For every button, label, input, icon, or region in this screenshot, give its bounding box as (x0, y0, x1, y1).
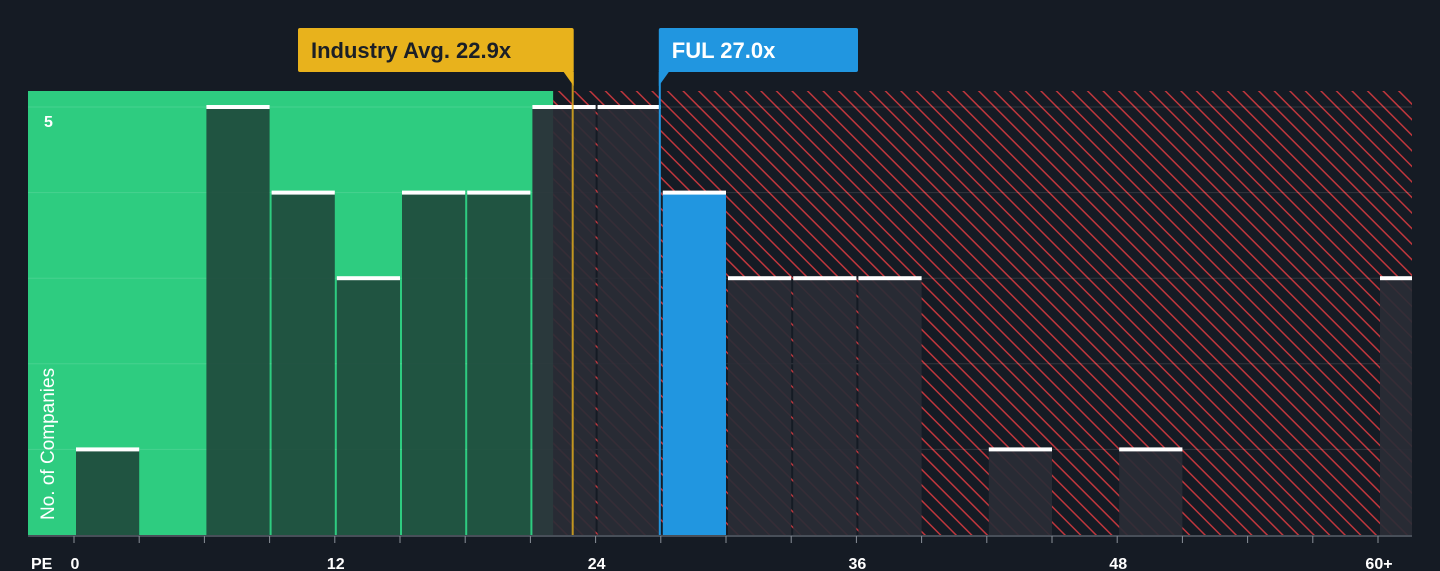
histogram-bar (793, 278, 857, 535)
bar-cap (793, 276, 857, 281)
histogram-bar (988, 449, 1052, 535)
x-axis-title: PE (31, 556, 53, 571)
histogram-bar (271, 192, 335, 535)
company-callout-pointer (658, 72, 669, 86)
x-tick-label: 12 (327, 556, 345, 571)
bar-cap (206, 105, 270, 109)
histogram-bar (1380, 278, 1412, 535)
x-tick-label: 0 (71, 556, 80, 571)
histogram-bar (597, 107, 661, 535)
industry-avg-callout-label: Industry Avg. 22.9x (311, 38, 512, 63)
y-tick-label: 5 (44, 114, 53, 131)
histogram-bar (728, 278, 792, 535)
y-axis-title: No. of Companies (38, 368, 59, 520)
bar-cap (988, 447, 1052, 452)
bar-cap (532, 105, 596, 109)
x-tick-label: 36 (849, 556, 867, 571)
industry-avg-callout-pointer (563, 72, 574, 86)
histogram-bar (402, 192, 466, 535)
x-tick-label: 48 (1109, 556, 1127, 571)
company-callout-box (658, 28, 858, 72)
highlight-bar-ful (662, 192, 726, 535)
histogram-bar (1119, 449, 1183, 535)
histogram-bar (467, 192, 531, 535)
bar-cap (467, 190, 531, 195)
company-callout-label: FUL 27.0x (672, 38, 776, 63)
x-tick-label: 60+ (1365, 556, 1392, 571)
bar-cap (597, 105, 661, 109)
histogram-bar (858, 278, 922, 535)
bar-cap (76, 447, 140, 452)
bar-cap (858, 276, 922, 281)
bar-cap (728, 276, 792, 281)
bar-cap (402, 190, 466, 195)
bar-cap (1380, 276, 1412, 281)
bar-cap (336, 276, 400, 281)
bar-cap (662, 190, 726, 195)
histogram-bar (206, 107, 270, 535)
histogram-bar (336, 278, 400, 535)
industry-avg-callout-box (298, 28, 574, 72)
histogram-bar (76, 449, 140, 535)
x-tick-label: 24 (588, 556, 606, 571)
bar-cap (1119, 447, 1183, 452)
bar-cap (271, 190, 335, 195)
histogram-bar (532, 107, 596, 535)
